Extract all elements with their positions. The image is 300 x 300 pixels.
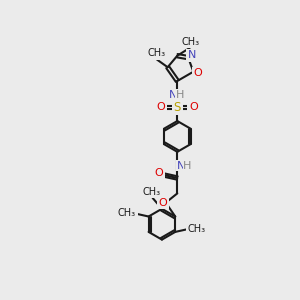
Text: N: N <box>188 50 196 60</box>
Text: H: H <box>176 90 184 100</box>
Text: O: O <box>194 68 202 78</box>
Text: O: O <box>157 102 166 112</box>
Text: O: O <box>189 102 198 112</box>
Text: O: O <box>158 198 167 208</box>
Text: S: S <box>174 101 181 114</box>
Text: CH₃: CH₃ <box>188 224 206 234</box>
Text: N: N <box>169 90 178 100</box>
Text: CH₃: CH₃ <box>147 48 165 58</box>
Text: CH₃: CH₃ <box>181 37 200 47</box>
Text: O: O <box>154 168 163 178</box>
Text: H: H <box>183 161 191 171</box>
Text: CH₃: CH₃ <box>142 187 160 197</box>
Text: CH₃: CH₃ <box>118 208 136 218</box>
Text: N: N <box>177 161 185 171</box>
